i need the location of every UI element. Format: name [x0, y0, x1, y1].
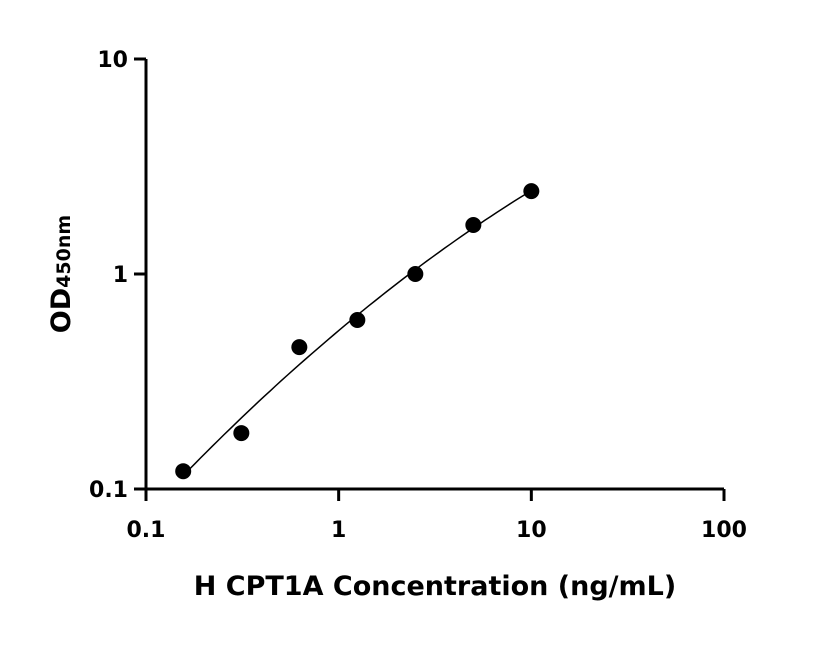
y-axis-label-main: OD	[46, 288, 77, 333]
y-tick-label: 10	[97, 48, 128, 73]
x-tick-label: 1	[331, 518, 346, 543]
data-point	[465, 217, 482, 234]
y-axis-label: OD450nm	[46, 215, 77, 333]
data-point	[349, 312, 366, 329]
data-point	[291, 339, 308, 356]
y-tick-label: 1	[113, 263, 128, 288]
data-point	[407, 266, 424, 282]
data-point	[233, 425, 250, 442]
y-tick-label: 0.1	[89, 478, 128, 503]
x-tick-label: 10	[516, 518, 547, 543]
x-tick-label: 100	[701, 518, 747, 543]
y-axis-label-subscript: 450nm	[53, 215, 75, 288]
data-point	[523, 183, 540, 200]
data-point	[175, 463, 192, 480]
x-axis-label: H CPT1A Concentration (ng/mL)	[194, 571, 676, 602]
x-tick-label: 0.1	[127, 518, 166, 543]
